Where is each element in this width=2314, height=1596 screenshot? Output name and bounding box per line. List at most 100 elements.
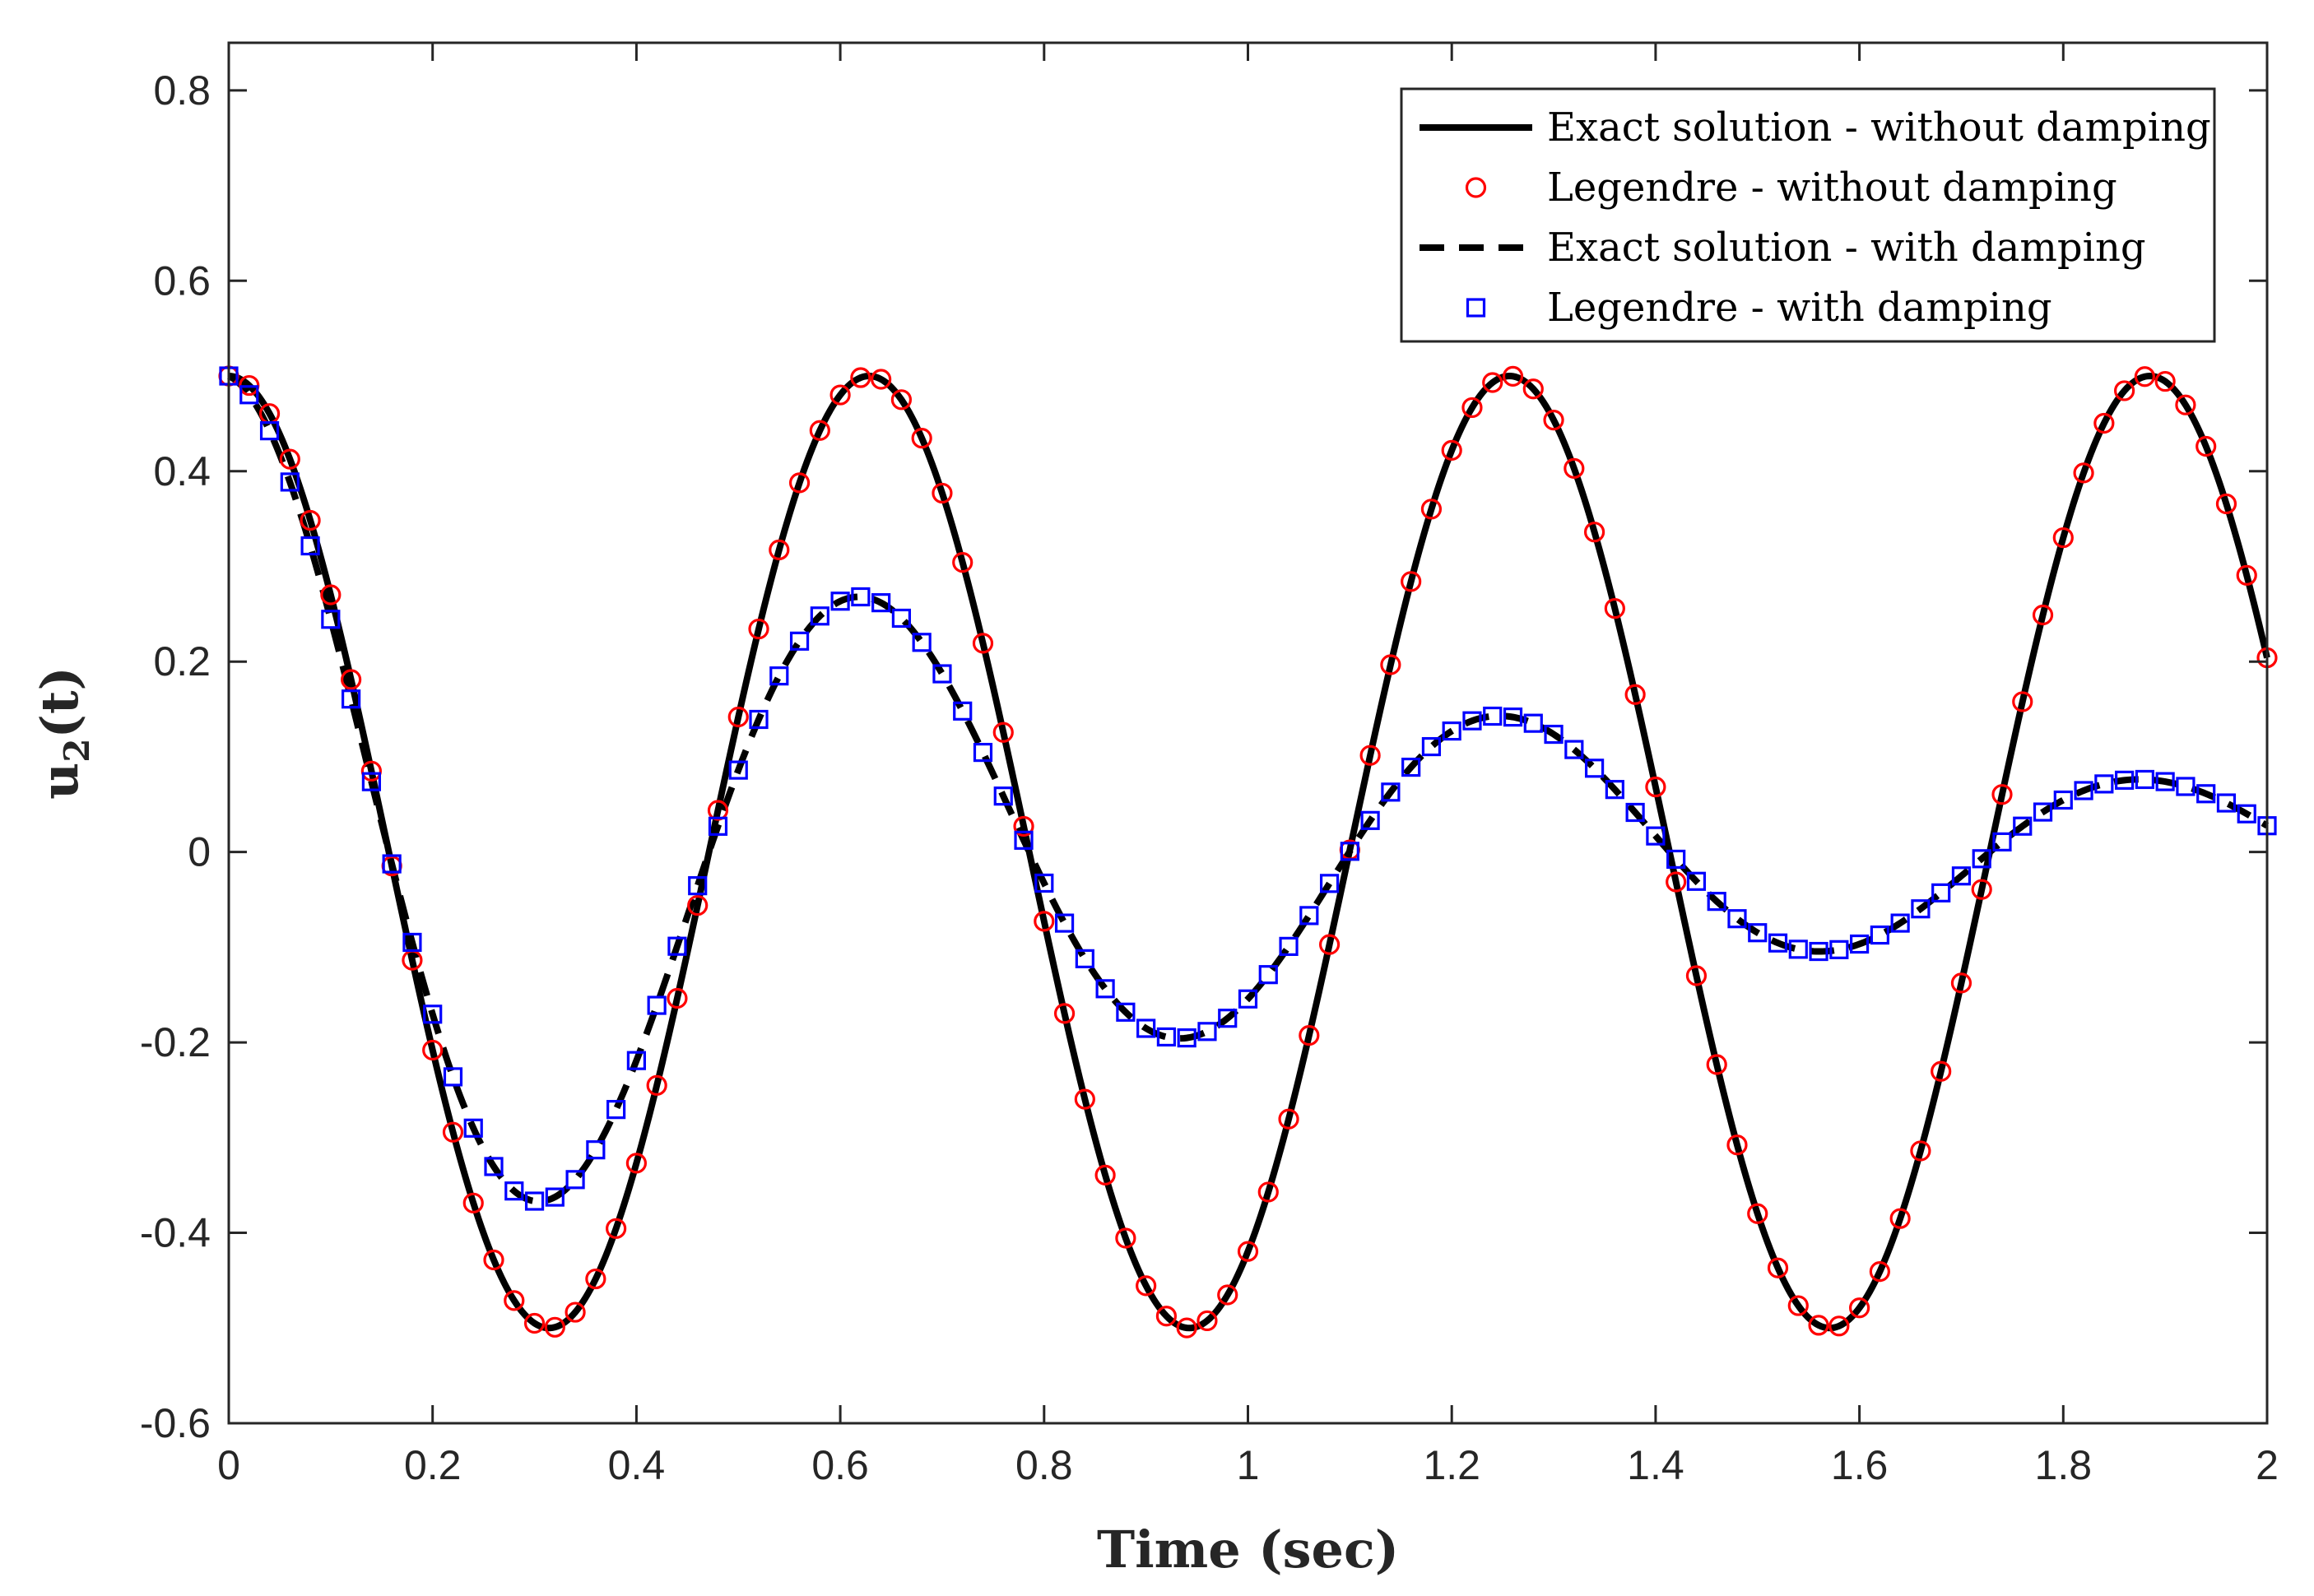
legendre-with-damping-point bbox=[830, 592, 850, 611]
y-tick-label: 0.2 bbox=[153, 638, 211, 684]
y-axis-label-tail: (t) bbox=[30, 666, 90, 738]
legendre-with-damping-point bbox=[1605, 780, 1624, 800]
legendre-with-damping-point bbox=[1707, 892, 1726, 912]
legendre-with-damping-point bbox=[321, 610, 341, 629]
x-tick-label: 1.2 bbox=[1423, 1442, 1480, 1488]
legendre-no-damping-point bbox=[2134, 366, 2155, 387]
legendre-no-damping-point bbox=[992, 721, 1014, 743]
legendre-with-damping-point bbox=[2094, 774, 2114, 794]
legendre-no-damping-point bbox=[1074, 1088, 1095, 1110]
legendre-no-damping-point bbox=[483, 1249, 504, 1271]
legendre-no-damping-point bbox=[504, 1290, 525, 1311]
legendre-no-damping-point bbox=[565, 1301, 586, 1323]
legendre-with-damping-point bbox=[1972, 849, 1991, 869]
legendre-with-damping-point bbox=[2053, 790, 2073, 810]
legendre-with-damping-point bbox=[2196, 784, 2216, 804]
legendre-no-damping-point bbox=[1482, 372, 1503, 393]
legendre-no-damping-point bbox=[871, 369, 892, 390]
legendre-no-damping-point bbox=[1196, 1310, 1218, 1332]
legendre-with-damping-point bbox=[1177, 1028, 1196, 1048]
legendre-no-damping-point bbox=[932, 482, 953, 504]
legendre-no-damping-point bbox=[320, 584, 342, 605]
legendre-with-damping-point bbox=[647, 995, 667, 1015]
legendre-no-damping-point bbox=[707, 800, 729, 821]
legendre-with-damping-point bbox=[1340, 842, 1359, 861]
legendre-no-damping-point bbox=[1522, 378, 1544, 400]
y-axis-label-main: u bbox=[30, 763, 90, 800]
legendre-no-damping-point bbox=[952, 552, 973, 573]
legendre-with-damping-point bbox=[993, 786, 1013, 806]
legendre-no-damping-point bbox=[2052, 527, 2074, 549]
legendre-with-damping-point bbox=[382, 854, 402, 874]
legend-box bbox=[1400, 87, 2216, 343]
legendre-no-damping-point bbox=[1869, 1261, 1890, 1283]
x-tick-label: 1.6 bbox=[1831, 1442, 1889, 1488]
legendre-no-damping-point bbox=[1237, 1241, 1259, 1262]
legendre-no-damping-point bbox=[1685, 965, 1708, 986]
legendre-with-damping-point bbox=[463, 1118, 483, 1138]
legend-label-exact-with-damping: Exact solution - with damping bbox=[1547, 225, 2146, 271]
legendre-no-damping-point bbox=[2093, 412, 2115, 434]
legendre-no-damping-point bbox=[1401, 571, 1422, 592]
legendre-with-damping-point bbox=[1421, 736, 1442, 757]
legendre-no-damping-point bbox=[788, 472, 811, 494]
legendre-with-damping-point bbox=[728, 760, 748, 780]
legendre-with-damping-point bbox=[545, 1187, 565, 1207]
legendre-no-damping-point bbox=[1278, 1108, 1299, 1130]
legendre-with-damping-point bbox=[1809, 941, 1828, 962]
y-tick-label: -0.2 bbox=[140, 1019, 211, 1065]
x-tick-label: 0.4 bbox=[608, 1442, 666, 1488]
legendre-with-damping-point bbox=[1156, 1027, 1177, 1047]
legend-label-exact-no-damping: Exact solution - without damping bbox=[1547, 104, 2211, 151]
legendre-no-damping-point bbox=[1583, 522, 1605, 543]
legendre-no-damping-point bbox=[1257, 1181, 1279, 1203]
legendre-with-damping-point bbox=[851, 587, 871, 607]
legend-label-legendre-with-damping: Legendre - with damping bbox=[1547, 285, 2052, 331]
legendre-no-damping-point bbox=[1706, 1054, 1727, 1075]
legendre-with-damping-point bbox=[300, 536, 320, 556]
x-tick-label: 1.8 bbox=[2035, 1442, 2093, 1488]
legendre-with-damping-point bbox=[1095, 979, 1115, 999]
legendre-no-damping-point bbox=[1502, 365, 1524, 387]
legendre-no-damping-point bbox=[1543, 409, 1564, 431]
legend-sample-square bbox=[1466, 298, 1486, 318]
legendre-no-damping-point bbox=[829, 384, 851, 406]
legendre-no-damping-point bbox=[1094, 1164, 1116, 1185]
legend-sample-circle bbox=[1465, 177, 1487, 198]
x-tick-label: 1 bbox=[1237, 1442, 1260, 1488]
legendre-with-damping-point bbox=[361, 772, 381, 791]
y-tick-label: 0.4 bbox=[153, 448, 211, 494]
x-tick-label: 1.4 bbox=[1627, 1442, 1684, 1488]
legendre-with-damping-point bbox=[1870, 925, 1889, 945]
y-axis-label-subscript: 2 bbox=[57, 739, 97, 763]
legendre-with-damping-point bbox=[871, 593, 891, 613]
legendre-with-damping-point bbox=[1279, 936, 1299, 956]
legendre-no-damping-point bbox=[2196, 435, 2217, 457]
legendre-no-damping-point bbox=[606, 1218, 627, 1239]
x-tick-label: 2 bbox=[2256, 1442, 2279, 1488]
legend-label-legendre-no-damping: Legendre - without damping bbox=[1547, 165, 2117, 211]
legendre-no-damping-point bbox=[2012, 691, 2033, 712]
legendre-no-damping-point bbox=[850, 367, 871, 388]
legendre-with-damping-point bbox=[1401, 757, 1421, 777]
legendre-with-damping-point bbox=[789, 631, 810, 651]
legendre-with-damping-point bbox=[2237, 804, 2256, 824]
series-exact-with-damping-line bbox=[227, 373, 2270, 1205]
x-tick-label: 0.6 bbox=[811, 1442, 869, 1488]
legendre-with-damping-point bbox=[932, 664, 952, 684]
legendre-no-damping-point bbox=[422, 1039, 444, 1061]
legendre-no-damping-point bbox=[1380, 654, 1401, 675]
legendre-with-damping-point bbox=[2155, 772, 2175, 791]
legendre-no-damping-point bbox=[1053, 1003, 1076, 1024]
legendre-no-damping-point bbox=[1318, 934, 1341, 955]
y-axis-label: u2(t) bbox=[30, 666, 97, 800]
legendre-with-damping-point bbox=[1462, 711, 1482, 731]
y-tick-label: 0.8 bbox=[153, 67, 211, 114]
legendre-with-damping-point bbox=[1829, 940, 1849, 959]
legendre-with-damping-point bbox=[912, 633, 932, 652]
legendre-with-damping-point bbox=[749, 709, 769, 730]
legendre-with-damping-point bbox=[342, 689, 361, 709]
x-tick-label: 0.8 bbox=[1015, 1442, 1073, 1488]
legendre-no-damping-point bbox=[1359, 745, 1381, 766]
legendre-no-damping-point bbox=[1726, 1134, 1748, 1156]
